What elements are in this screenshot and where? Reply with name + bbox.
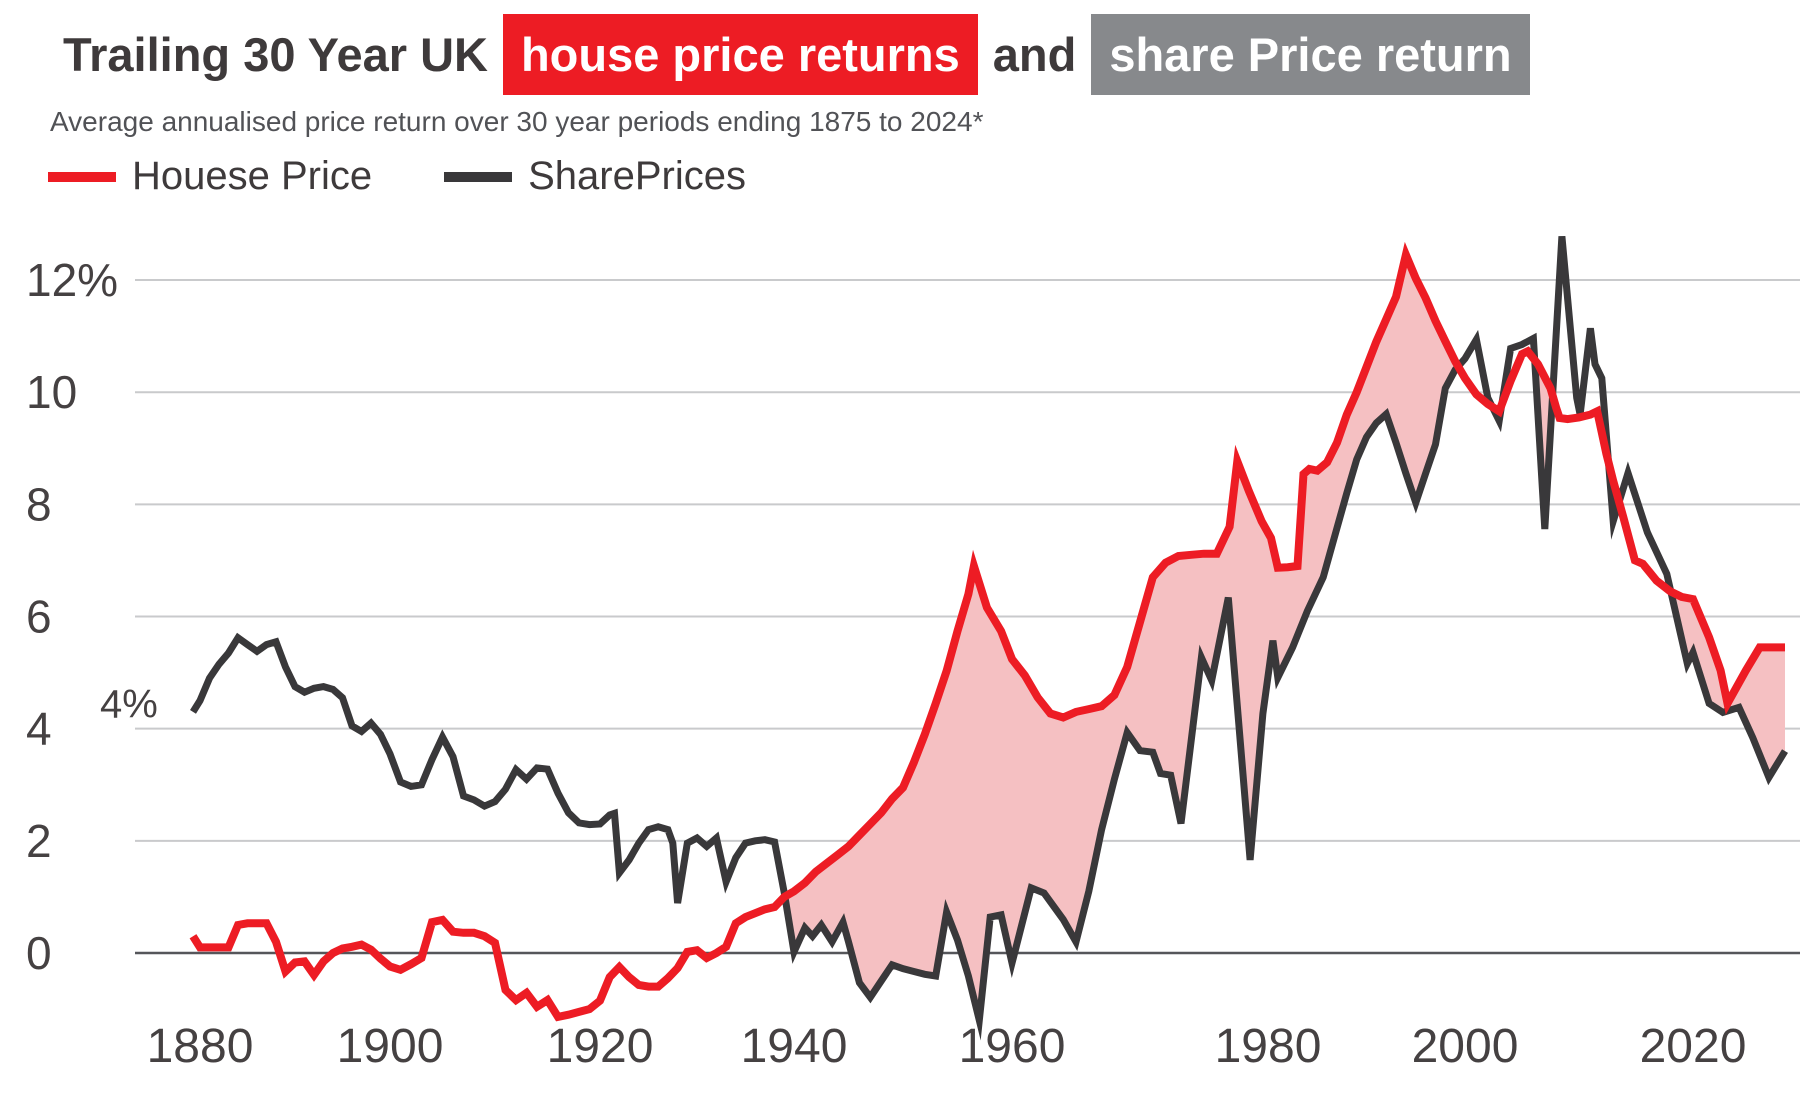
legend-house-swatch [48,171,116,182]
x-axis-label-1980: 1980 [1215,1020,1322,1073]
x-axis-label-2000: 2000 [1412,1020,1519,1073]
fill-region-4 [1671,591,1785,778]
x-axis-label-1940: 1940 [741,1020,848,1073]
legend-shares-swatch [444,171,513,182]
y-axis-label-10: 10 [26,366,77,418]
title-highlight-share: share Price return [1091,14,1530,95]
legend: Houese Price SharePrices [48,154,746,199]
x-axis-label-1900: 1900 [337,1020,444,1073]
annotation-4pct: 4% [100,682,158,726]
y-axis-label-2: 2 [26,815,52,867]
y-axis-label-12%: 12% [26,254,118,306]
y-axis-label-8: 8 [26,478,52,530]
title-connector: and [992,28,1077,81]
chart-subtitle: Average annualised price return over 30 … [50,106,984,137]
title-part-1: Trailing 30 Year UK [63,28,488,81]
chart-title: Trailing 30 Year UK house price returns … [63,14,1530,95]
x-axis-label-1880: 1880 [147,1020,254,1073]
series-line-houese-price [189,241,1785,1022]
y-axis-label-0: 0 [26,927,52,979]
x-axis-label-1960: 1960 [959,1020,1066,1073]
y-axis-label-4: 4 [26,703,52,755]
y-axis-label-6: 6 [26,591,52,643]
series-line-shareprices [190,235,1788,1041]
x-axis-label-1920: 1920 [547,1020,654,1073]
legend-house-label: Houese Price [132,154,373,198]
title-highlight-house: house price returns [502,14,978,95]
legend-shares-label: SharePrices [528,154,746,198]
x-axis-label-2020: 2020 [1640,1020,1747,1073]
fill-region-0 [785,254,1459,1021]
